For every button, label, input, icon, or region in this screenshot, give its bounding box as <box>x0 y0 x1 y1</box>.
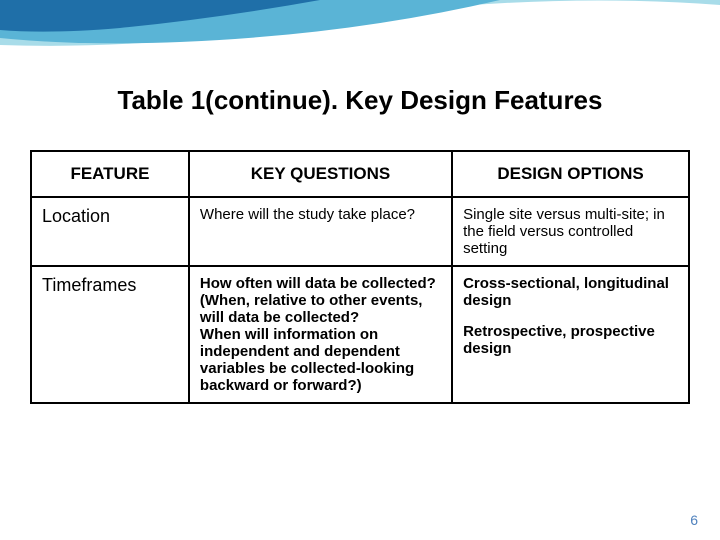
question-part: (When, relative to other events, will da… <box>200 292 441 326</box>
page-number: 6 <box>690 512 698 528</box>
table-header-row: FEATURE KEY QUESTIONS DESIGN OPTIONS <box>31 151 689 197</box>
question-part: When will information on independent and… <box>200 326 441 394</box>
col-header-questions: KEY QUESTIONS <box>189 151 452 197</box>
slide-title: Table 1(continue). Key Design Features <box>0 85 720 116</box>
question-cell: Where will the study take place? <box>189 197 452 266</box>
feature-cell: Location <box>31 197 189 266</box>
option-item: Retrospective, prospective design <box>463 323 678 357</box>
question-cell: How often will data be collected? (When,… <box>189 266 452 403</box>
table-row: Location Where will the study take place… <box>31 197 689 266</box>
feature-cell: Timeframes <box>31 266 189 403</box>
design-features-table: FEATURE KEY QUESTIONS DESIGN OPTIONS Loc… <box>30 150 690 404</box>
col-header-feature: FEATURE <box>31 151 189 197</box>
decorative-wave <box>0 0 720 80</box>
table-row: Timeframes How often will data be collec… <box>31 266 689 403</box>
col-header-options: DESIGN OPTIONS <box>452 151 689 197</box>
options-cell: Cross-sectional, longitudinal design Ret… <box>452 266 689 403</box>
option-item: Cross-sectional, longitudinal design <box>463 275 678 309</box>
options-cell: Single site versus multi-site; in the fi… <box>452 197 689 266</box>
question-part: How often will data be collected? <box>200 275 441 292</box>
